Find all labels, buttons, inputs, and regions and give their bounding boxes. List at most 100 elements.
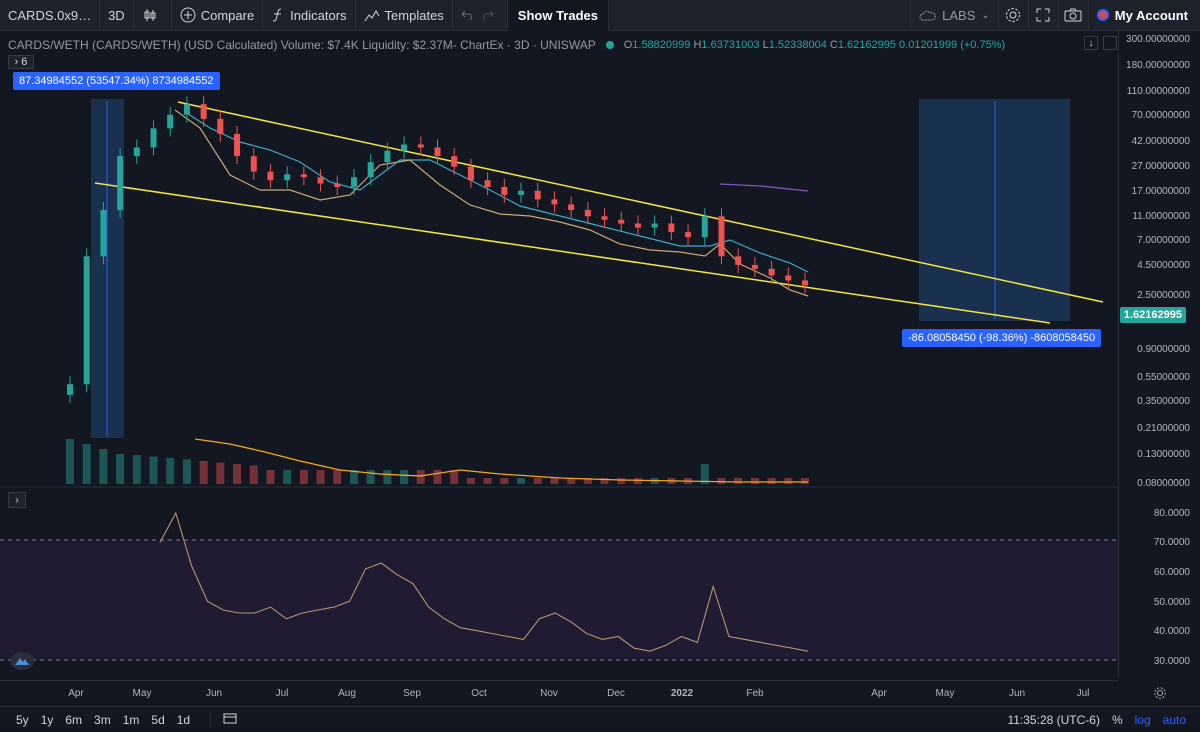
rsi-tick-label: 70.0000 [1153,537,1190,548]
percent-toggle[interactable]: % [1111,712,1123,727]
low-label: L [762,39,769,51]
volume-bar [283,470,292,484]
price-tick-label: 7.00000000 [1137,235,1190,246]
interval-button[interactable]: 3D [100,0,134,31]
price-tick-label: 27.00000000 [1131,161,1190,172]
show-trades-button[interactable]: Show Trades [507,0,609,31]
candle-body [167,114,174,129]
time-tick-label: Sep [403,688,421,699]
labs-button[interactable]: LABS ⌄ [910,0,998,31]
open-label: O [623,39,633,51]
price-tick-label: 17.00000000 [1131,186,1190,197]
indicators-button[interactable]: Indicators [263,0,356,31]
logo-icon[interactable] [10,652,34,670]
candle-body [267,171,274,181]
range-button-1d[interactable]: 1d [176,712,191,727]
volume-bar [717,478,726,484]
axis-settings-button[interactable] [1150,683,1170,703]
goto-date-button[interactable] [210,712,237,727]
volume-bar [99,449,108,484]
interval-label: 3D [108,7,125,23]
templates-label: Templates [384,7,444,23]
volume-bar [466,478,475,484]
volume-bar [767,478,776,484]
candle-body [568,204,575,210]
range-button-5y[interactable]: 5y [16,712,29,727]
range-button-3m[interactable]: 3m [94,712,111,727]
scroll-down-button[interactable]: ↓ [1084,36,1098,50]
time-tick-label: Jun [1008,688,1026,699]
candle-body [234,133,241,157]
time-axis[interactable]: Apr May Jun Jul Aug Sep Oct Nov Dec 2022 Feb Apr May… [0,680,1118,706]
volume-bar [433,470,442,484]
volume-bar [750,478,759,484]
settings-button[interactable] [997,0,1028,31]
price-chart[interactable] [0,31,1200,706]
candle-body [484,180,491,188]
candle-body [551,199,558,205]
volume-ma-line [194,438,808,483]
plus-circle-icon [180,7,196,23]
time-tick-label: Dec [607,688,625,699]
price-tick-label: 110.00000000 [1126,86,1190,97]
low-value: 1.52338004 [768,39,827,51]
pane-toggle-button[interactable]: › [8,492,26,508]
snapshot-button[interactable] [1057,0,1088,31]
symbol-search[interactable]: CARDS.0x9… [0,0,101,31]
candle-body [518,190,525,195]
bottom-right: 11:35:28 (UTC-6) % log auto [1007,713,1200,727]
rsi-band [0,540,1118,660]
candle-body [685,232,692,238]
channel-upper-trendline[interactable] [177,101,1104,303]
volume-bar [182,459,191,484]
calendar-icon [223,713,237,724]
candle-body [501,187,508,195]
collapsed-count: 6 [21,56,28,68]
maximize-pane-button[interactable] [1103,36,1117,50]
volume-bar [166,458,175,484]
chart-area[interactable]: CARDS/WETH (CARDS/WETH) (USD Calculated)… [0,31,1200,706]
range-button-1m[interactable]: 1m [122,712,140,727]
candle-body [417,144,424,148]
rsi-tick-label: 50.0000 [1153,597,1190,608]
volume-bar [216,462,225,484]
range-buttons: 5y 1y 6m 3m 1m 5d 1d [0,713,196,727]
candle-body [117,156,124,210]
legend-collapse-button[interactable]: › 6 [8,55,34,69]
volume-bar [333,470,342,484]
my-account-button[interactable]: My Account [1087,0,1200,31]
gear-icon [1154,687,1166,699]
legend-title: CARDS/WETH (CARDS/WETH) (USD Calculated)… [8,38,596,52]
range-button-5d[interactable]: 5d [151,712,165,727]
range-button-6m[interactable]: 6m [65,712,83,727]
volume-bar [517,478,526,484]
range-button-1y[interactable]: 1y [40,712,54,727]
candle-body [284,174,291,181]
log-toggle[interactable]: log [1134,712,1151,727]
redo-icon [483,10,494,21]
price-tick-label: 4.50000000 [1137,260,1190,271]
time-tick-label: May [132,688,152,699]
candle-body [735,256,742,265]
channel-lower-trendline[interactable] [94,182,1051,324]
undo-button[interactable] [453,0,508,31]
fullscreen-button[interactable] [1027,0,1058,31]
volume-bar [82,444,91,484]
candle-body [217,118,224,134]
volume-bar [132,455,141,484]
compare-button[interactable]: Compare [172,0,264,31]
time-tick-label: Oct [471,688,487,699]
price-axis[interactable]: 300.00000000 180.00000000 110.00000000 70.0… [1118,31,1200,679]
candle-body [317,177,324,184]
clock[interactable]: 11:35:28 (UTC-6) [1007,712,1100,727]
price-tick-label: 300.00000000 [1126,34,1190,45]
candles-icon [144,9,156,21]
volume-bar [567,478,576,484]
candle-body [67,384,73,395]
camera-icon [1064,8,1082,22]
templates-button[interactable]: Templates [356,0,453,31]
auto-toggle[interactable]: auto [1162,712,1186,727]
time-tick-label: 2022 [670,688,694,699]
candle-body [701,216,708,238]
chart-type-button[interactable] [134,0,172,31]
